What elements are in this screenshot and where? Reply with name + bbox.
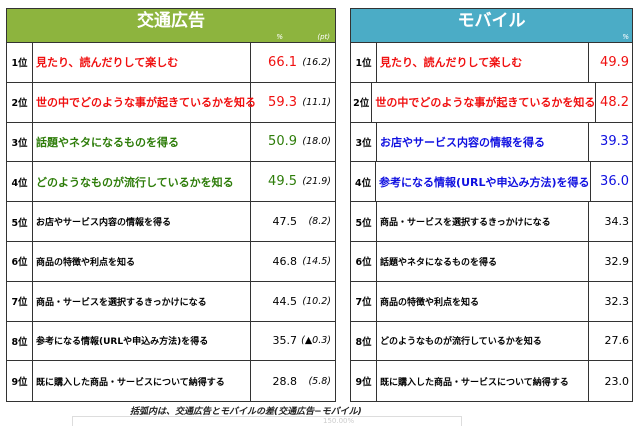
table-row: 2位 世の中でどのような事が起きているかを知る 48.2: [351, 82, 632, 123]
table-row: 2位 世の中でどのような事が起きているかを知る 59.3 (11.1): [7, 82, 335, 123]
item-label: 見たり、読んだりして楽しむ: [377, 43, 589, 82]
percent-unit: %: [276, 33, 283, 41]
difference-value: (16.2): [302, 56, 331, 68]
difference-value: (8.2): [308, 216, 331, 228]
rank: 6位: [7, 241, 33, 281]
footnote: 括弧内は、交通広告とモバイルの差(交通広告−モバイル): [130, 407, 362, 417]
difference-value: (10.2): [302, 295, 331, 307]
table-row: 3位 話題やネタになるものを得る 50.9 (18.0): [7, 122, 335, 163]
item-label: 既に購入した商品・サービスについて納得する: [33, 361, 251, 402]
percent-value: 46.8: [272, 254, 298, 268]
rank: 7位: [7, 281, 33, 321]
table-row: 3位 お店やサービス内容の情報を得る 39.3: [351, 122, 632, 163]
percent-unit: %: [622, 33, 629, 41]
table-row: 1位 見たり、読んだりして楽しむ 49.9: [351, 43, 632, 83]
rank: 4位: [351, 162, 377, 202]
item-label: 話題やネタになるものを得る: [33, 122, 251, 162]
item-label: お店やサービス内容の情報を得る: [377, 122, 589, 162]
rank: 6位: [351, 241, 377, 281]
item-label: お店やサービス内容の情報を得る: [33, 202, 251, 241]
item-label: 商品・サービスを選択するきっかけになる: [377, 202, 589, 241]
item-label: どのようなものが流行しているかを知る: [377, 321, 589, 361]
percent-value: 47.5: [272, 215, 298, 229]
percent-value: 27.6: [604, 334, 630, 348]
percent-value: 34.3: [604, 215, 630, 229]
table-row: 6位 商品の特徴や利点を知る 46.8 (14.5): [7, 241, 335, 282]
table-row: 1位 見たり、読んだりして楽しむ 66.1 (16.2): [7, 43, 335, 83]
zoom-level[interactable]: 150.00%: [323, 417, 355, 425]
transit-ad-table: 交通広告 % (pt) 1位 見たり、読んだりして楽しむ 66.1 (16.2) 2…: [6, 8, 336, 402]
percent-value: 39.3: [600, 134, 629, 150]
percent-value: 32.3: [604, 294, 630, 308]
rank: 8位: [351, 321, 377, 361]
difference-value: (11.1): [302, 96, 331, 108]
rank: 5位: [351, 202, 377, 241]
item-label: 見たり、読んだりして楽しむ: [33, 43, 251, 82]
item-label: 商品・サービスを選択するきっかけになる: [33, 281, 251, 321]
difference-value: (14.5): [302, 255, 331, 267]
percent-value: 49.5: [268, 174, 297, 190]
item-label: 商品の特徴や利点を知る: [377, 281, 589, 321]
item-label: 商品の特徴や利点を知る: [33, 241, 251, 281]
pt-unit: (pt): [317, 33, 330, 41]
rank: 5位: [7, 202, 33, 241]
item-label: 話題やネタになるものを得る: [377, 241, 589, 281]
table-row: 5位 商品・サービスを選択するきっかけになる 34.3: [351, 202, 632, 242]
percent-value: 23.0: [604, 374, 630, 388]
mobile-title: モバイル: [457, 11, 526, 31]
percent-value: 48.2: [600, 94, 629, 110]
rank: 4位: [7, 162, 33, 202]
transit-ad-header: 交通広告 % (pt): [7, 9, 335, 43]
item-label: 世の中でどのような事が起きているかを知る: [372, 82, 597, 122]
table-row: 8位 参考になる情報(URLや申込み方法)を得る 35.7 (▲0.3): [7, 321, 335, 362]
rank: 9位: [7, 361, 33, 402]
item-label: 参考になる情報(URLや申込み方法)を得る: [376, 162, 591, 202]
rank: 1位: [7, 43, 33, 82]
table-row: 4位 参考になる情報(URLや申込み方法)を得る 36.0: [351, 162, 632, 203]
item-label: 既に購入した商品・サービスについて納得する: [377, 361, 589, 402]
percent-value: 32.9: [604, 254, 630, 268]
percent-value: 35.7: [272, 334, 298, 348]
difference-value: (18.0): [302, 136, 331, 148]
table-row: 9位 既に購入した商品・サービスについて納得する 28.8 (5.8): [7, 361, 335, 402]
percent-value: 59.3: [268, 94, 297, 110]
rank: 2位: [351, 82, 373, 122]
transit-ad-title: 交通広告: [137, 11, 205, 31]
rank: 9位: [351, 361, 377, 402]
percent-value: 50.9: [268, 134, 297, 150]
difference-value: (5.8): [308, 375, 331, 387]
mobile-header: モバイル %: [351, 9, 632, 43]
table-row: 4位 どのようなものが流行しているかを知る 49.5 (21.9): [7, 162, 335, 203]
rank: 3位: [7, 122, 33, 162]
table-row: 6位 話題やネタになるものを得る 32.9: [351, 241, 632, 282]
percent-value: 36.0: [600, 174, 629, 190]
mobile-table: モバイル % 1位 見たり、読んだりして楽しむ 49.9 2位 世の中でどのような…: [350, 8, 633, 402]
table-row: 7位 商品の特徴や利点を知る 32.3: [351, 281, 632, 322]
percent-value: 28.8: [272, 374, 298, 388]
rank: 7位: [351, 281, 377, 321]
table-row: 9位 既に購入した商品・サービスについて納得する 23.0: [351, 361, 632, 402]
item-label: 世の中でどのような事が起きているかを知る: [33, 82, 256, 122]
rank: 1位: [351, 43, 377, 82]
difference-value: (21.9): [302, 176, 331, 188]
pdf-viewer-toolbar[interactable]: 150.00%: [72, 416, 462, 426]
table-row: 5位 お店やサービス内容の情報を得る 47.5 (8.2): [7, 202, 335, 242]
percent-value: 44.5: [272, 294, 298, 308]
rank: 8位: [7, 321, 33, 361]
table-row: 7位 商品・サービスを選択するきっかけになる 44.5 (10.2): [7, 281, 335, 322]
percent-value: 66.1: [268, 54, 297, 70]
table-row: 8位 どのようなものが流行しているかを知る 27.6: [351, 321, 632, 362]
percent-value: 49.9: [600, 54, 629, 70]
difference-value: (▲0.3): [301, 335, 331, 347]
item-label: 参考になる情報(URLや申込み方法)を得る: [33, 321, 251, 361]
rank: 3位: [351, 122, 377, 162]
rank: 2位: [7, 82, 33, 122]
item-label: どのようなものが流行しているかを知る: [33, 162, 251, 202]
